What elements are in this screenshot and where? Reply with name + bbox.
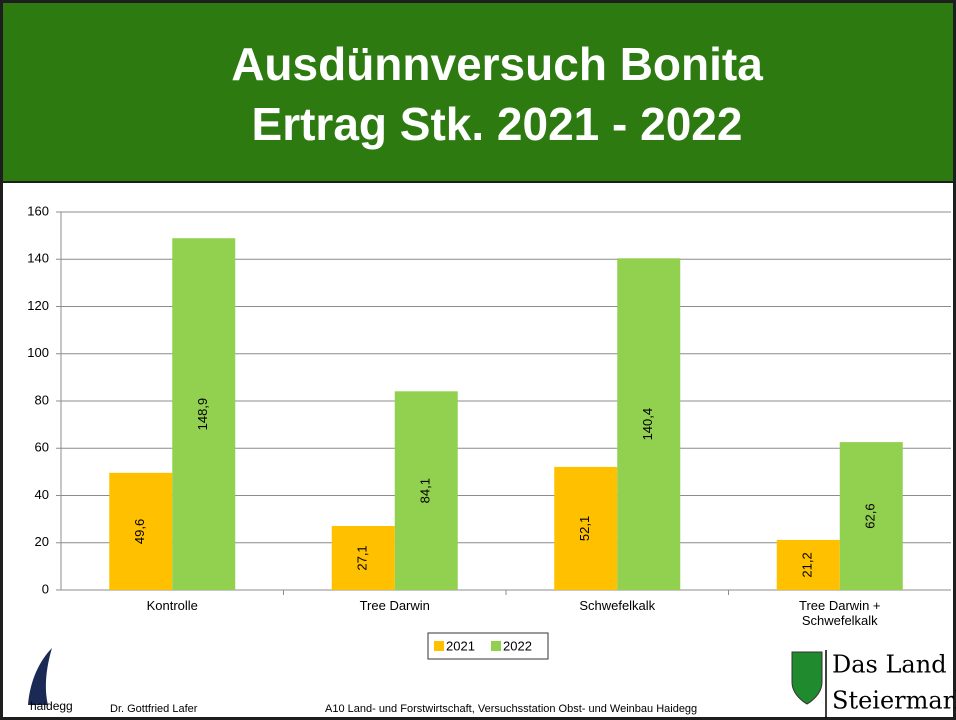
logo-leaf (28, 648, 52, 705)
y-tick-label: 100 (27, 345, 49, 360)
data-label: 49,6 (132, 519, 147, 544)
bar (554, 466, 618, 590)
institution: A10 Land- und Forstwirtschaft, Versuchss… (325, 703, 697, 715)
brand-line: Das Land (832, 651, 947, 679)
x-tick-label-box: Kontrolle (146, 598, 198, 613)
coat-of-arms (791, 651, 823, 705)
x-tick-label-box: Tree Darwin (359, 598, 430, 613)
legend-swatch (491, 641, 501, 651)
y-tick-label: 140 (27, 251, 49, 266)
brand-line: Steiermark (832, 687, 956, 715)
bar (617, 258, 681, 590)
x-tick-label: Schwefelkalk (579, 598, 656, 613)
data-label: 21,2 (800, 552, 815, 577)
bar (109, 472, 173, 590)
bar (394, 391, 458, 590)
data-label: 148,9 (195, 398, 210, 431)
author: Dr. Gottfried Lafer (110, 703, 198, 715)
header-band (0, 0, 956, 182)
data-label: 27,1 (355, 545, 370, 570)
y-tick-label: 40 (35, 487, 49, 502)
bar (172, 238, 236, 590)
y-tick-label: 60 (35, 440, 49, 455)
data-label: 52,1 (577, 516, 592, 541)
title-line: Ausdünnversuch Bonita (231, 38, 763, 90)
legend-box (427, 632, 549, 660)
x-tick-label: Tree Darwin + Schwefelkalk (798, 598, 881, 628)
data-label: 62,6 (863, 503, 878, 528)
y-tick-label: 20 (35, 534, 49, 549)
x-tick-label: Tree Darwin (359, 598, 430, 613)
bar (331, 525, 395, 590)
legend-swatch (434, 641, 444, 651)
data-label: 84,1 (418, 478, 433, 503)
y-tick-label: 80 (35, 392, 49, 407)
x-tick-label-box: Schwefelkalk (579, 598, 656, 613)
bar (839, 442, 903, 590)
y-tick-label: 0 (42, 581, 49, 596)
data-label: 140,4 (640, 408, 655, 441)
x-tick-label-box: Tree Darwin + Schwefelkalk (798, 598, 881, 628)
logo-text: haidegg (30, 699, 73, 713)
y-tick-label: 160 (27, 203, 49, 218)
chart: 0 20 40 60 80 100 120 140 160 Kontrolle 49,6 148,9 T… (27, 203, 951, 660)
legend-label: 2022 (503, 638, 532, 653)
legend-label: 2021 (446, 638, 475, 653)
bar (776, 539, 840, 590)
title-line: Ertrag Stk. 2021 - 2022 (252, 98, 743, 150)
y-tick-label: 120 (27, 298, 49, 313)
x-tick-label: Kontrolle (146, 598, 198, 613)
